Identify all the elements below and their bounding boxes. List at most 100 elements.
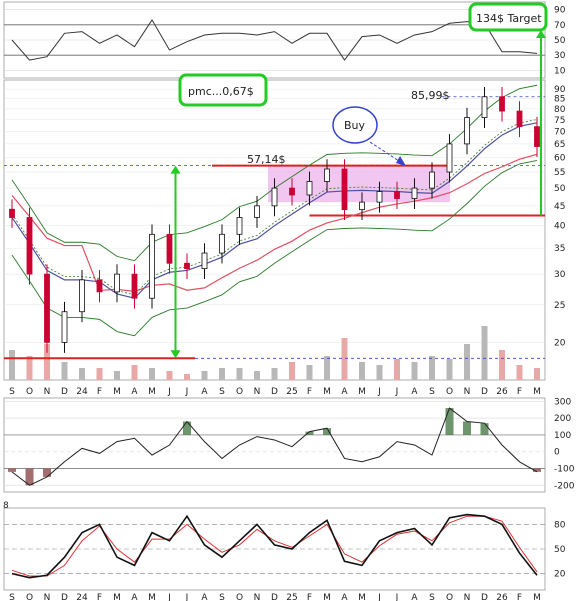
x-tick-label-lower: 26 <box>496 593 508 601</box>
target-label: 134$ Target <box>476 12 542 25</box>
x-tick-label: 25 <box>286 387 297 397</box>
x-tick-label-lower: A <box>411 593 418 601</box>
x-tick-label: 24 <box>76 387 88 397</box>
buy-circle <box>332 106 378 144</box>
x-tick-label-lower: S <box>429 593 435 601</box>
volume-bar <box>166 371 173 380</box>
x-tick-label: O <box>26 387 33 397</box>
price-y-tick: 90 <box>554 85 566 95</box>
x-tick-label: O <box>446 387 453 397</box>
cci-fill <box>323 428 331 435</box>
x-tick-label-lower: N <box>44 593 51 601</box>
volume-bar <box>236 368 243 380</box>
cci-y-tick: -200 <box>554 481 575 491</box>
volume-bar <box>44 344 50 380</box>
rsi-line <box>11 18 538 61</box>
candle-body <box>26 217 33 275</box>
annotations: pmc...0,67$ 134$ Target Buy 57,14$ 85,99… <box>3 2 548 511</box>
volume-bar <box>359 362 365 380</box>
candle-body <box>184 262 190 270</box>
price-y-tick: 55 <box>554 168 565 178</box>
candle-body <box>376 191 383 203</box>
x-tick-label-lower: N <box>464 593 471 601</box>
x-tick-label-lower: J <box>377 593 381 601</box>
price-y-tick: 85 <box>554 95 565 105</box>
x-tick-label: A <box>131 387 138 397</box>
x-tick-label: M <box>533 387 541 397</box>
x-tick-label: F <box>307 387 312 397</box>
volume-bar <box>534 368 540 380</box>
x-tick-label: F <box>97 387 102 397</box>
volume-bar <box>9 350 15 380</box>
candle-body <box>271 187 278 207</box>
cci-fill <box>463 421 471 435</box>
price-y-tick: 30 <box>554 270 566 280</box>
price-y-tick: 50 <box>554 184 566 194</box>
x-tick-label: F <box>517 387 522 397</box>
price-y-tick: 40 <box>554 222 566 232</box>
volume-bar <box>464 344 470 380</box>
volume-bar <box>324 356 330 380</box>
x-tick-label-lower: M <box>358 593 366 601</box>
buy-label: Buy <box>344 119 366 132</box>
x-tick-label: A <box>411 387 418 397</box>
price-y-tick: 75 <box>554 116 565 126</box>
candle-body <box>166 233 173 264</box>
x-tick-label-lower: A <box>131 593 138 601</box>
volume-bar <box>411 362 418 380</box>
rsi-y-tick: 50 <box>554 36 566 46</box>
x-tick-label: M <box>113 387 121 397</box>
cci-y-tick: 0 <box>554 448 560 458</box>
candle-body <box>96 279 103 293</box>
x-tick-label-lower: M <box>533 593 541 601</box>
volume-bar <box>184 374 190 380</box>
cci-line <box>11 407 538 486</box>
x-tick-label-lower: D <box>271 593 278 601</box>
price-y-tick: 25 <box>554 301 565 311</box>
candle-body <box>236 217 243 235</box>
measure-arrow-head-up <box>170 165 181 174</box>
x-tick-label-lower: M <box>113 593 121 601</box>
x-tick-label-lower: F <box>97 593 102 601</box>
candle-body <box>306 181 313 196</box>
cci-y-tick: 100 <box>554 431 571 441</box>
cci-fill <box>305 431 314 435</box>
volume-bar <box>61 362 68 380</box>
candle-body <box>481 96 488 118</box>
price-y-tick: 60 <box>554 153 566 163</box>
volume-bar <box>254 371 260 380</box>
x-tick-label: S <box>219 387 225 397</box>
x-tick-label: M <box>323 387 331 397</box>
volume-bar <box>201 371 208 380</box>
cci-frame <box>3 397 546 493</box>
cci-panel: 300 200 100 0 -100 -200 <box>4 397 575 491</box>
cci-y-tick: 200 <box>554 414 571 424</box>
x-tick-label: O <box>236 387 243 397</box>
cci-fill <box>25 468 34 486</box>
lower-band <box>11 159 538 337</box>
x-tick-label-lower: M <box>323 593 331 601</box>
cci-fill <box>183 421 191 435</box>
volume-bar <box>26 356 33 380</box>
candle-body <box>289 187 295 196</box>
volume-bar <box>79 368 85 380</box>
price-frame <box>3 79 546 381</box>
volume-bar <box>341 338 348 380</box>
pmc-box <box>178 73 268 107</box>
price-y-tick: 20 <box>554 338 566 348</box>
x-tick-label-lower: F <box>517 593 522 601</box>
x-tick-label-lower: A <box>201 593 208 601</box>
target-arrow-head <box>536 30 546 38</box>
stoch-d-line <box>11 515 538 577</box>
volume-bar <box>446 359 453 380</box>
x-tick-label-lower: N <box>254 593 261 601</box>
candle-body <box>359 201 365 211</box>
candle-body <box>341 168 348 211</box>
cci-y-tick: 300 <box>554 397 571 407</box>
candle-body <box>149 233 155 299</box>
x-tick-label-lower: J <box>167 593 171 601</box>
candle-body <box>446 143 453 173</box>
volume-bar <box>271 368 278 380</box>
x-tick-label-lower: F <box>307 593 312 601</box>
